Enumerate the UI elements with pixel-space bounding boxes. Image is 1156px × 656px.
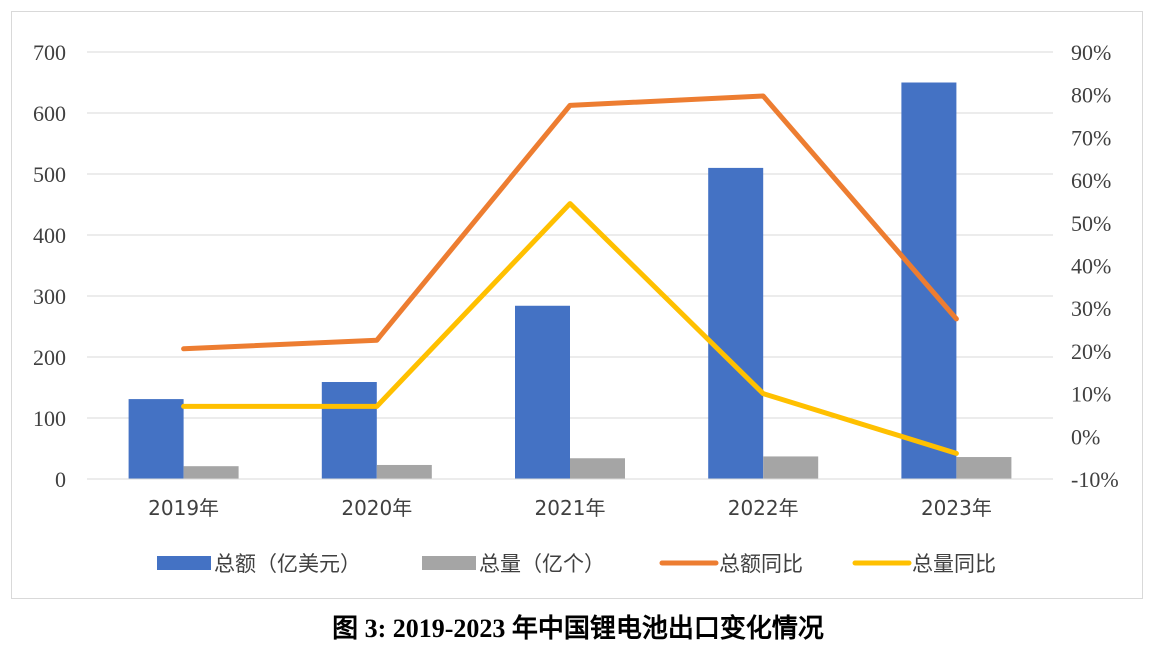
bar [956,457,1012,479]
legend-label: 总量同比 [912,552,996,576]
category-label: 2020年 [341,496,412,520]
left-axis-tick-label: 0 [55,467,66,492]
legend-swatch [422,556,476,570]
left-axis-tick-label: 200 [33,345,66,370]
left-axis-tick-label: 600 [33,101,66,126]
bar [128,399,184,479]
right-axis-tick-label: -10% [1071,467,1119,492]
right-axis-tick-label: 70% [1071,125,1111,150]
category-axis-labels: 2019年 2020年 2021年 2022年 2023年 [148,496,992,520]
left-axis-tick-label: 700 [33,40,66,65]
right-axis-tick-label: 0% [1071,424,1100,449]
category-label: 2021年 [535,496,606,520]
bar [183,466,239,479]
legend-label: 总额同比 [719,552,803,576]
legend-label: 总量（亿个） [479,552,605,576]
right-axis-tick-label: 40% [1071,254,1111,279]
bar [376,464,432,479]
left-axis-tick-label: 500 [33,162,66,187]
bar [763,456,819,479]
legend: 总额（亿美元） 总量（亿个） 总额同比 总量同比 [157,552,996,576]
legend-swatch [157,556,211,570]
series-line [181,201,959,456]
legend-label: 总额（亿美元） [214,552,361,576]
bar [901,82,957,479]
right-axis-tick-label: 90% [1071,40,1111,65]
bar-series [128,82,1012,479]
series-line [181,93,959,352]
figure-caption: 图 3: 2019-2023 年中国锂电池出口变化情况 [332,614,824,643]
right-axis-tick-label: 10% [1071,382,1111,407]
bar [515,305,570,479]
bar [570,458,625,479]
left-axis-tick-label: 400 [33,223,66,248]
category-label: 2022年 [728,496,799,520]
bar [321,382,377,479]
right-axis-tick-label: 80% [1071,83,1111,108]
right-axis-tick-label: 60% [1071,168,1111,193]
line-series [181,93,959,456]
right-axis-ticks: -10% 0% 10% 20% 30% 40% 50% 60% 70% 80% 90% [1071,40,1119,492]
gridlines [87,51,1053,419]
bar [708,167,764,479]
category-label: 2023年 [921,496,992,520]
left-axis-tick-label: 300 [33,284,66,309]
right-axis-tick-label: 20% [1071,339,1111,364]
category-label: 2019年 [148,496,219,520]
left-axis-ticks: 0 100 200 300 400 500 600 700 [33,40,66,492]
right-axis-tick-label: 50% [1071,211,1111,236]
left-axis-tick-label: 100 [33,406,66,431]
right-axis-tick-label: 30% [1071,296,1111,321]
